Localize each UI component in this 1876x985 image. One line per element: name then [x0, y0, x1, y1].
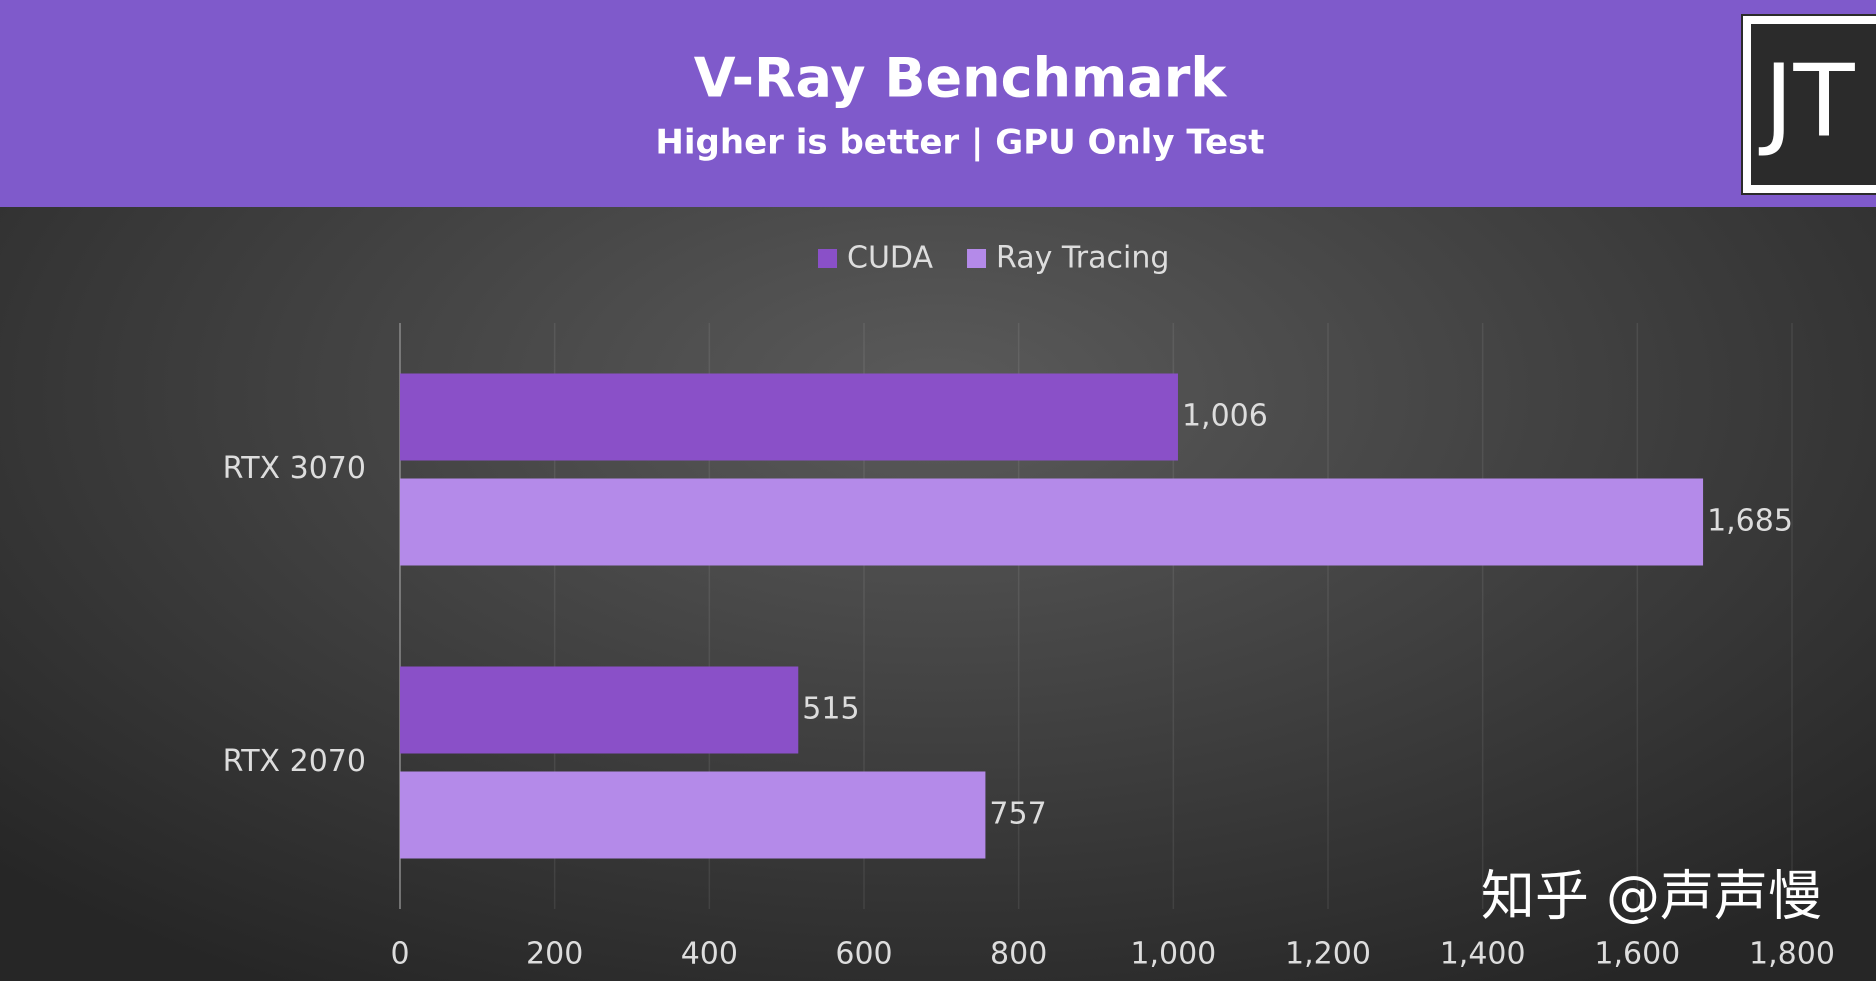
- x-tick-label: 200: [526, 937, 583, 972]
- x-tick-label: 1,000: [1130, 937, 1216, 972]
- chart-title: V-Ray Benchmark: [694, 47, 1228, 110]
- x-tick-label: 1,400: [1440, 937, 1526, 972]
- x-tick-label: 800: [990, 937, 1047, 972]
- logo-box: [1741, 14, 1876, 195]
- value-label: 1,006: [1182, 399, 1268, 434]
- legend-label: Ray Tracing: [996, 241, 1169, 276]
- x-tick-label: 0: [390, 937, 409, 972]
- bar: [400, 478, 1704, 566]
- chart-subtitle: Higher is better | GPU Only Test: [655, 123, 1264, 163]
- x-tick-label: 600: [835, 937, 892, 972]
- bar: [400, 666, 799, 754]
- value-label: 1,685: [1707, 504, 1793, 539]
- legend-label: CUDA: [847, 241, 933, 276]
- logo-border: [1743, 16, 1876, 193]
- bar: [400, 373, 1178, 461]
- legend-swatch: [818, 249, 837, 268]
- x-tick-label: 400: [681, 937, 738, 972]
- header-band: [0, 0, 1876, 207]
- y-tick-label: RTX 2070: [223, 744, 366, 779]
- y-tick-label: RTX 3070: [223, 451, 366, 486]
- watermark: 知乎 @声声慢: [1481, 865, 1822, 928]
- x-tick-label: 1,600: [1594, 937, 1680, 972]
- value-label: 515: [802, 692, 859, 727]
- x-tick-label: 1,800: [1749, 937, 1835, 972]
- x-tick-label: 1,200: [1285, 937, 1371, 972]
- value-label: 757: [989, 797, 1046, 832]
- legend-swatch: [967, 249, 987, 268]
- bar: [400, 771, 986, 859]
- logo-text: JT: [1758, 42, 1855, 159]
